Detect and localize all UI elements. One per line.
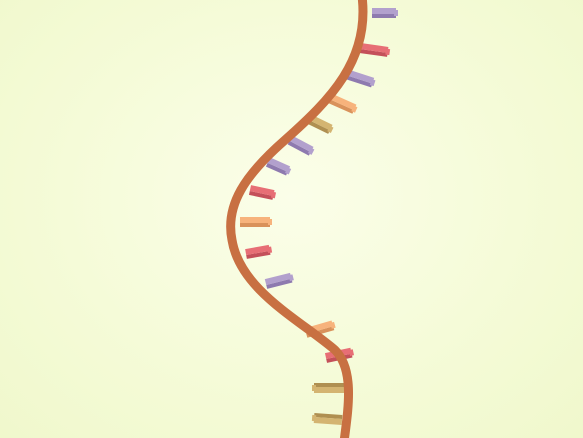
- base-8-top: [249, 185, 275, 196]
- base-3: [344, 69, 376, 88]
- base-15-side: [314, 413, 343, 420]
- base-15: [311, 413, 343, 425]
- base-1-top: [372, 8, 396, 14]
- base-4-side: [324, 97, 354, 114]
- bases-layer: [240, 8, 398, 425]
- base-9-top: [240, 217, 270, 223]
- base-8: [248, 185, 277, 200]
- base-7-side: [265, 162, 288, 176]
- base-10-side: [246, 250, 271, 259]
- base-9: [240, 217, 272, 227]
- base-5-cap: [327, 125, 334, 133]
- base-4-cap: [351, 105, 358, 113]
- base-11-side: [266, 278, 293, 289]
- base-1-cap: [394, 10, 398, 16]
- base-3-side: [344, 74, 373, 88]
- base-11-top: [264, 272, 292, 285]
- base-10-cap: [267, 246, 273, 254]
- base-11-cap: [288, 274, 294, 282]
- base-10: [245, 244, 273, 259]
- base-1-side: [372, 14, 396, 18]
- base-8-side: [248, 190, 274, 200]
- base-9-side: [240, 223, 270, 227]
- base-15-cap: [311, 414, 317, 422]
- base-11: [264, 272, 294, 289]
- base-14-cap: [312, 385, 316, 391]
- base-2-side: [359, 48, 388, 57]
- base-7-top: [267, 157, 291, 172]
- base-7: [265, 157, 292, 176]
- base-14-top: [314, 387, 344, 393]
- base-9-cap: [268, 219, 272, 225]
- base-2-top: [359, 43, 389, 53]
- base-2: [359, 43, 391, 57]
- base-5-side: [304, 118, 330, 134]
- base-3-top: [345, 69, 375, 84]
- base-14: [312, 383, 344, 393]
- base-14-side: [314, 383, 344, 387]
- backbone-strand: [226, 0, 368, 438]
- base-6-cap: [308, 147, 315, 155]
- base-2-cap: [385, 48, 391, 56]
- base-8-cap: [270, 191, 277, 199]
- base-6-side: [287, 140, 311, 156]
- base-10-top: [245, 244, 270, 255]
- base-12-cap: [330, 321, 336, 329]
- base-15-top: [313, 417, 343, 425]
- base-6: [287, 135, 315, 156]
- base-6-top: [289, 135, 314, 153]
- base-13-cap: [348, 349, 355, 356]
- base-1: [372, 8, 398, 18]
- base-7-cap: [285, 167, 292, 175]
- base-3-cap: [369, 79, 376, 87]
